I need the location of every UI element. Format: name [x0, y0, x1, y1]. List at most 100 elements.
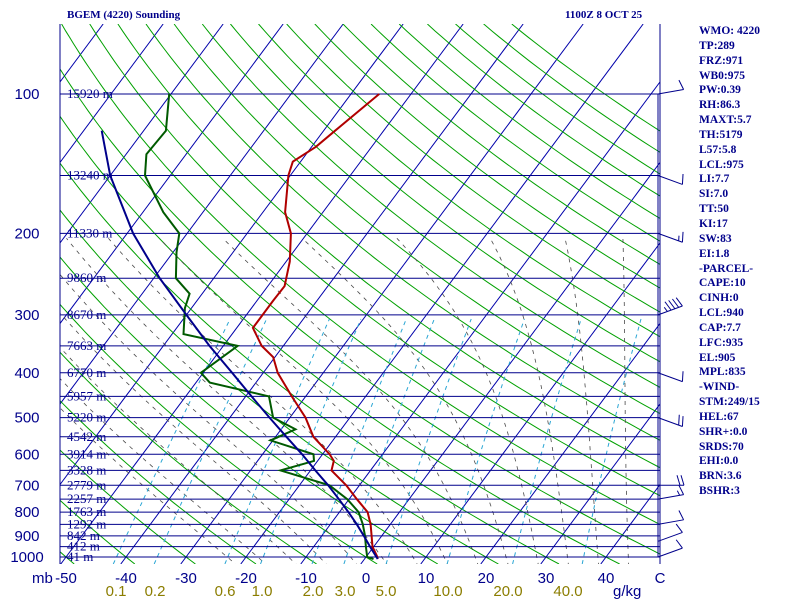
dry-adiabat-line: [117, 24, 660, 469]
index-line: SW:83: [699, 232, 732, 245]
profile-lines: [100, 93, 380, 560]
isotherm-line: [300, 81, 660, 564]
wind-barb: [657, 485, 685, 500]
height-label: 3914 m: [67, 446, 106, 461]
wind-barb: [657, 297, 683, 316]
isotherm-line: [120, 24, 524, 564]
dry-adiabat-line: [201, 24, 660, 388]
height-label: 842 m: [67, 528, 100, 543]
wind-barb-staff: [657, 531, 683, 542]
mixing-ratio-tick-label: 1.0: [252, 583, 273, 600]
dry-adiabat-line: [398, 24, 660, 219]
mixing-ratio-line: [581, 318, 642, 564]
mixing-ratio-unit-label: g/kg: [613, 583, 641, 600]
isotherm-line: [60, 24, 344, 405]
wind-barb-flag: [675, 523, 683, 533]
wind-barb-flag: [678, 485, 685, 495]
index-line: L57:5.8: [699, 143, 737, 156]
wind-barb-flag: [681, 173, 684, 185]
index-line: LCL:940: [699, 307, 744, 320]
index-line: MPL:835: [699, 366, 746, 379]
pressure-tick-label: 1000: [10, 549, 43, 566]
isobars: [59, 24, 661, 564]
index-line: HEL:67: [699, 410, 739, 423]
wind-barb-staff: [657, 519, 684, 525]
pressure-tick-label: 300: [14, 307, 39, 324]
index-line: EHI:0.0: [699, 455, 739, 468]
moist-adiabat-line: [60, 273, 357, 564]
wind-barb-flag: [675, 539, 683, 549]
valid-time: 1100Z 8 OCT 25: [565, 9, 643, 21]
index-line: CAPE:10: [699, 277, 746, 290]
temperature-tick-label: -20: [235, 570, 257, 587]
isotherm-line: [60, 24, 464, 564]
wind-barb-staff: [657, 494, 684, 500]
moist-adiabat-line: [622, 238, 629, 564]
mixing-ratio-line: [512, 318, 582, 564]
height-label: 15920 m: [67, 86, 113, 101]
height-label: 6770 m: [67, 365, 106, 380]
dry-adiabat-line: [60, 449, 196, 564]
dry-adiabat-line: [145, 24, 660, 441]
pressure-tick-label: 800: [14, 504, 39, 521]
wind-barb: [658, 475, 685, 486]
wind-barb-staff: [657, 88, 684, 95]
dry-adiabat-line: [342, 24, 660, 265]
dry-adiabat-line: [258, 24, 660, 338]
dry-adiabat-line: [60, 256, 439, 564]
index-line: CAP:7.7: [699, 321, 741, 334]
isotherm-line: [240, 24, 644, 564]
dry-adiabat-line: [314, 24, 660, 289]
temperature-tick-label: 10: [418, 570, 435, 587]
temperature-profile: [251, 93, 380, 560]
temperature-tick-label: C: [655, 570, 666, 587]
moist-adiabat-line: [302, 238, 509, 564]
index-line: RH:86.3: [699, 99, 741, 112]
height-label: 11330 m: [67, 225, 112, 240]
dry-adiabat-line: [511, 24, 660, 132]
index-line: EI:1.8: [699, 247, 730, 260]
pressure-tick-label: 200: [14, 225, 39, 242]
indices-panel: WMO: 4220 TP:289 FRZ:971 WB0:975 PW:0.39 RH:8…: [699, 24, 799, 499]
index-line: MAXT:5.7: [699, 114, 752, 127]
mixing-ratio-line: [260, 318, 362, 564]
mixing-ratio-tick-label: 40.0: [553, 583, 582, 600]
index-line: EL:905: [699, 351, 736, 364]
mixing-ratio-line: [112, 318, 231, 564]
wind-barb: [657, 523, 683, 542]
isotherm-line: [60, 24, 404, 486]
index-line: STM:249/15: [699, 396, 760, 409]
dry-adiabat-line: [173, 24, 660, 415]
mixing-ratio-tick-label: 3.0: [335, 583, 356, 600]
wind-barb-halfflag: [663, 307, 668, 312]
dry-adiabat-line: [0, 24, 14, 564]
dry-adiabat-line: [286, 24, 660, 313]
moist-adiabat-line: [564, 238, 599, 564]
wind-barb-flag: [664, 301, 672, 311]
dry-adiabat-line: [60, 115, 620, 564]
station-title: BGEM (4220) Sounding: [67, 9, 181, 21]
height-label: 2257 m: [67, 491, 106, 506]
wind-barb-flag: [676, 475, 681, 486]
dry-adiabat-line: [483, 24, 660, 153]
height-label: 412 m: [67, 539, 100, 554]
mixing-ratio-tick-label: 0.6: [215, 583, 236, 600]
isotherm-line: [420, 242, 660, 564]
wind-barbs: [657, 79, 685, 558]
index-line: LI:7.7: [699, 173, 730, 186]
height-label: 5220 m: [67, 410, 106, 425]
index-line: WB0:975: [699, 69, 745, 82]
height-label: 1763 m: [67, 504, 106, 519]
temperature-tick-label: 0: [362, 570, 370, 587]
wind-barb-halfflag: [676, 490, 681, 496]
wind-barb-flag: [681, 231, 684, 243]
dry-adiabat-line: [60, 399, 257, 564]
temperature-tick-label: 30: [538, 570, 555, 587]
isotherm-line: [60, 24, 284, 325]
background-lines: [0, 24, 660, 564]
wind-barb: [657, 79, 685, 95]
moist-adiabat-line: [396, 238, 539, 564]
mixing-ratio-line: [446, 318, 525, 564]
moist-adiabat-line: [60, 346, 297, 564]
